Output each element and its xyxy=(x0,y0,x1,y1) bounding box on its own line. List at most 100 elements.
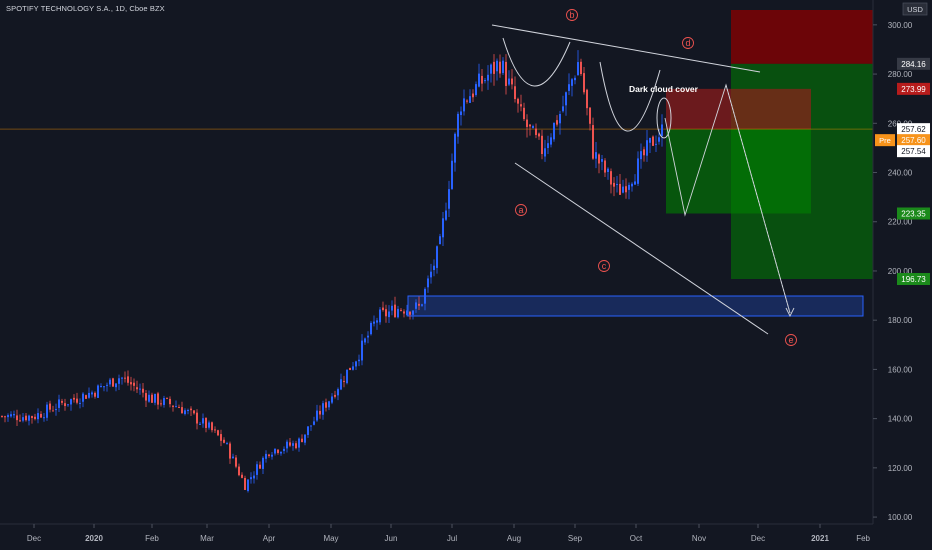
price-badge xyxy=(897,57,930,70)
candle-body xyxy=(559,113,561,124)
candle-body xyxy=(310,425,312,427)
wave-label-circle xyxy=(598,260,610,272)
candle-body xyxy=(367,335,369,338)
candle-body xyxy=(211,422,213,431)
candle-body xyxy=(100,385,102,387)
candle-body xyxy=(628,184,630,190)
currency-badge[interactable] xyxy=(902,2,928,16)
candle-body xyxy=(130,382,132,385)
candle-body xyxy=(202,418,204,424)
price-tick-label: 180.00 xyxy=(888,316,913,325)
candle-body xyxy=(568,84,570,91)
candle-body xyxy=(472,93,474,98)
candle-body xyxy=(475,84,477,96)
candle-body xyxy=(583,73,585,93)
candle-body xyxy=(424,288,426,304)
candle-body xyxy=(466,100,468,102)
candle-body xyxy=(46,404,48,418)
candle-body xyxy=(634,181,636,185)
candle-body xyxy=(226,443,228,445)
candle-body xyxy=(61,400,63,403)
time-tick-label: Feb xyxy=(145,534,159,543)
price-tick-label: 240.00 xyxy=(888,169,913,178)
candle-body xyxy=(595,152,597,159)
candle-body xyxy=(91,392,93,395)
pre-market-tag xyxy=(875,134,895,147)
time-tick-label: Aug xyxy=(507,534,521,543)
candle-body xyxy=(169,398,171,405)
price-tick-label: 140.00 xyxy=(888,415,913,424)
candle-body xyxy=(637,158,639,184)
time-tick-label: Apr xyxy=(263,534,276,543)
candle-body xyxy=(175,406,177,408)
candle-body xyxy=(124,377,126,379)
candle-body xyxy=(610,171,612,185)
candle-body xyxy=(55,409,57,411)
price-tick-label: 280.00 xyxy=(888,70,913,79)
candle-body xyxy=(268,454,270,456)
candle-body xyxy=(655,143,657,145)
candle-body xyxy=(196,412,198,424)
candle-body xyxy=(412,310,414,315)
candle-body xyxy=(289,442,291,446)
candle-body xyxy=(613,182,615,187)
candle-body xyxy=(292,443,294,446)
candle-body xyxy=(73,397,75,400)
candle-body xyxy=(403,311,405,314)
candle-body xyxy=(577,62,579,76)
candle-body xyxy=(457,113,459,137)
candle-body xyxy=(355,361,357,367)
candle-body xyxy=(433,265,435,271)
candle-body xyxy=(184,410,186,415)
candle-body xyxy=(49,403,51,410)
time-tick-label: Sep xyxy=(568,534,583,543)
candle-body xyxy=(142,388,144,393)
candle-body xyxy=(415,302,417,309)
wave-label-b: b xyxy=(569,10,574,20)
projection-dotted xyxy=(725,84,791,314)
candle-body xyxy=(304,434,306,443)
candle-body xyxy=(103,386,105,388)
candle-body xyxy=(448,189,450,209)
candle-body xyxy=(151,394,153,403)
upper-trendline xyxy=(491,24,761,73)
cup-left-arc xyxy=(502,37,571,87)
candle-body xyxy=(439,236,441,245)
candle-body xyxy=(43,417,45,419)
candle-body xyxy=(511,78,513,85)
candle-body xyxy=(499,61,501,74)
candle-body xyxy=(118,378,120,384)
candle-body xyxy=(274,448,276,454)
candle-body xyxy=(481,75,483,84)
candle-body xyxy=(133,382,135,386)
candle-body xyxy=(505,61,507,86)
currency-label: USD xyxy=(907,5,923,14)
candle-body xyxy=(526,119,528,127)
candle-body xyxy=(10,414,12,417)
candle-body xyxy=(520,104,522,107)
price-badge-label: 257.54 xyxy=(901,147,926,156)
price-badge xyxy=(897,134,930,147)
candle-body xyxy=(172,405,174,407)
candle-body xyxy=(589,107,591,124)
candle-body xyxy=(550,137,552,145)
candle-body xyxy=(631,183,633,187)
candle-body xyxy=(445,210,447,220)
candle-body xyxy=(553,122,555,140)
candle-body xyxy=(34,416,36,419)
candle-body xyxy=(40,413,42,418)
candle-body xyxy=(241,474,243,478)
candle-body xyxy=(478,73,480,87)
candle-body xyxy=(562,106,564,112)
candle-body xyxy=(451,160,453,189)
price-badge-label: 257.62 xyxy=(901,125,926,134)
candle-body xyxy=(76,398,78,403)
candle-body xyxy=(88,392,90,398)
price-tick-label: 300.00 xyxy=(888,21,913,30)
candle-body xyxy=(163,398,165,405)
candle-body xyxy=(400,309,402,311)
time-axis-bg xyxy=(0,524,873,550)
candle-body xyxy=(346,369,348,384)
